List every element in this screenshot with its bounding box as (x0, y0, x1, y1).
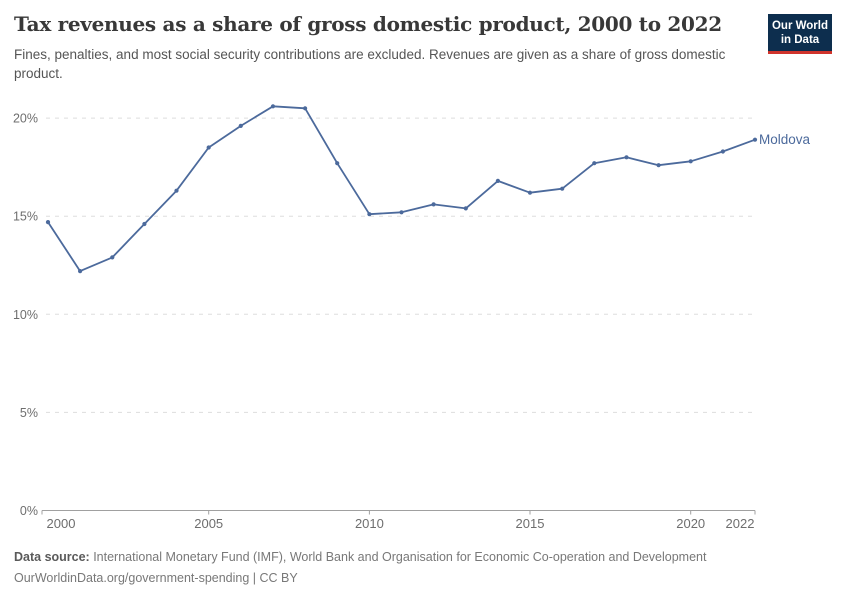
y-tick-label: 15% (13, 210, 38, 224)
y-tick-label: 10% (13, 308, 38, 322)
x-tick-label: 2010 (355, 516, 384, 531)
license-line: OurWorldinData.org/government-spending |… (14, 571, 298, 585)
data-point (399, 210, 404, 215)
data-point (45, 220, 51, 225)
line-chart-canvas: 0% 5% 10% 15% 20% 2000 2005 2010 2015 2020 2022 Mol… (13, 104, 811, 531)
data-point (335, 161, 340, 166)
y-tick-label: 5% (20, 406, 38, 420)
datasource-line: Data source: International Monetary Fund… (14, 547, 706, 568)
x-tick-label: 2000 (47, 516, 76, 531)
owid-logo-line2: in Data (780, 34, 820, 47)
datasource-text: International Monetary Fund (IMF), World… (89, 550, 707, 564)
data-point (303, 106, 308, 111)
series-line-moldova (47, 105, 756, 273)
data-point (78, 269, 83, 274)
y-tick-label: 20% (13, 112, 38, 126)
chart-header: Tax revenues as a share of gross domesti… (14, 12, 754, 83)
data-point (463, 206, 468, 211)
y-tick-label: 0% (20, 504, 38, 518)
data-point (142, 221, 147, 227)
data-point (624, 155, 629, 160)
data-point (367, 212, 372, 217)
datasource-label: Data source: (14, 550, 90, 564)
data-point (592, 161, 597, 166)
series-end-label-moldova: Moldova (759, 132, 811, 147)
chart-footer: Data source: International Monetary Fund… (14, 547, 706, 589)
chart-subtitle: Fines, penalties, and most social securi… (14, 47, 726, 82)
data-point (752, 137, 758, 142)
data-point (238, 123, 243, 128)
data-point (656, 163, 661, 168)
data-point (431, 202, 436, 207)
data-point (560, 186, 565, 191)
x-tick-label: 2005 (194, 516, 223, 531)
x-tick-label: 2020 (676, 516, 705, 531)
data-point (688, 159, 693, 164)
data-point (527, 190, 533, 195)
owid-logo-line1: Our World (771, 20, 828, 32)
x-tick-label: 2022 (726, 516, 755, 531)
data-point (495, 178, 500, 183)
data-point (720, 149, 726, 154)
chart-title: Tax revenues as a share of gross domesti… (14, 12, 722, 36)
data-point (270, 104, 276, 109)
x-tick-label: 2015 (516, 516, 545, 531)
owid-logo: Our World in Data (768, 14, 832, 55)
data-point (206, 145, 211, 150)
data-point (110, 255, 115, 260)
data-point (174, 188, 179, 193)
